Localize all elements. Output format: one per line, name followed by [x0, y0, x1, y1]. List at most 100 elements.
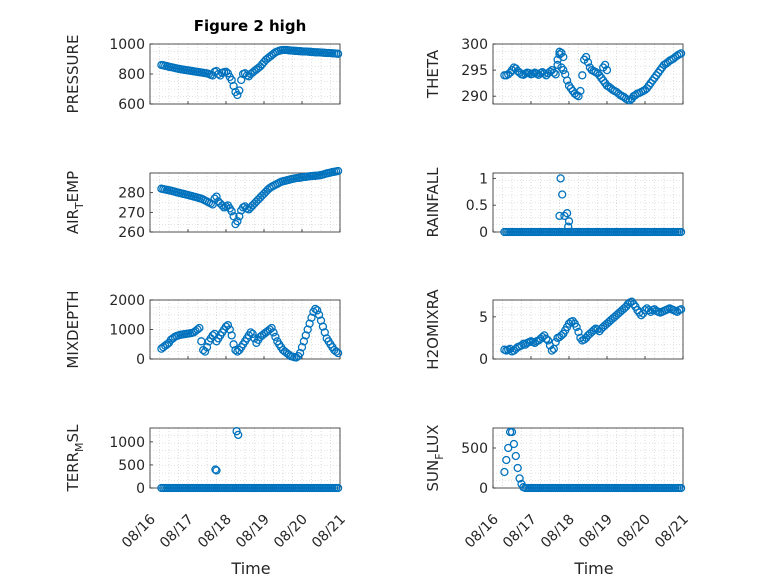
panel-rainfall: 0 0.5 1 RAINFALL	[424, 167, 686, 241]
data-point	[267, 323, 276, 333]
y-axis-label: PRESSURE	[64, 35, 82, 114]
data-point	[629, 300, 638, 309]
data-point	[248, 329, 257, 339]
y-tick-label: 0	[136, 352, 145, 368]
y-tick-label: 0	[479, 481, 488, 497]
data-point	[218, 201, 227, 210]
panel-h2omixra: 0 5 H2OMIXRA	[424, 289, 686, 370]
y-tick-label: 0	[479, 225, 488, 241]
data-point	[314, 310, 324, 319]
data-point	[500, 467, 509, 477]
x-tick-label: 08/16	[462, 511, 502, 551]
data-point	[551, 70, 560, 79]
x-tick-label: 08/20	[614, 512, 654, 552]
data-point	[644, 305, 653, 315]
y-axis-label: AIRTEMP	[64, 171, 86, 234]
data-point	[515, 474, 524, 483]
data-point	[557, 48, 566, 58]
data-point	[513, 463, 522, 473]
y-axis-label: RAINFALL	[424, 167, 442, 238]
data-point	[540, 69, 549, 78]
data-point	[562, 209, 572, 218]
y-tick-label: 600	[118, 97, 145, 113]
data-point	[559, 65, 568, 75]
axes-background	[493, 173, 683, 232]
data-point	[246, 328, 255, 337]
data-point	[574, 92, 583, 101]
data-point	[212, 466, 221, 475]
data-point	[555, 211, 564, 221]
data-point	[564, 222, 573, 231]
data-point	[509, 439, 519, 449]
data-point	[227, 331, 236, 340]
data-point	[250, 334, 259, 343]
data-point	[333, 483, 343, 493]
data-point	[502, 455, 511, 465]
data-point	[549, 68, 558, 77]
data-point	[542, 334, 551, 343]
y-axis-label: THETA	[424, 49, 442, 99]
data-point	[200, 347, 210, 356]
data-point	[333, 49, 343, 58]
data-point	[233, 217, 242, 226]
x-tick-label: 08/17	[157, 512, 197, 552]
y-tick-label: 2000	[109, 293, 145, 309]
data-point	[564, 217, 574, 226]
data-point	[271, 332, 280, 342]
data-point	[227, 207, 236, 216]
data-point	[543, 336, 553, 345]
data-point	[332, 347, 341, 356]
data-point	[676, 227, 686, 237]
data-point	[507, 427, 517, 437]
data-point	[313, 306, 322, 315]
y-tick-label: 290	[461, 89, 488, 105]
x-tick-label: 08/19	[233, 512, 273, 552]
data-point	[193, 325, 202, 334]
data-point	[568, 316, 577, 326]
data-point	[556, 174, 565, 183]
panel-air_temp: 260 270 280 AIRTEMP	[64, 166, 343, 241]
data-point	[562, 76, 572, 85]
axes-box	[492, 299, 684, 360]
data-point	[676, 305, 686, 314]
x-tick-label: 08/21	[652, 512, 692, 552]
data-point	[212, 192, 221, 201]
data-point	[576, 86, 585, 96]
data-point	[560, 211, 569, 221]
x-axis-label-left: Time	[230, 559, 270, 578]
x-tick-label: 08/17	[500, 512, 540, 552]
data-point	[676, 49, 686, 58]
data-point	[547, 346, 557, 355]
y-tick-label: 0	[136, 481, 145, 497]
panel-sun_flux: 0 500 SUNFLUX 08/1608/1708/1808/1908/2008/2…	[424, 425, 692, 552]
data-point	[233, 90, 242, 100]
data-point	[195, 323, 204, 333]
y-axis-label: H2OMIXRA	[424, 289, 442, 370]
data-point	[311, 304, 320, 314]
panel-theta: 290 295 300 THETA	[424, 37, 686, 105]
data-point	[504, 443, 513, 453]
data-point	[583, 58, 593, 67]
y-tick-label: 500	[118, 458, 145, 474]
y-tick-label: 260	[118, 225, 145, 241]
data-point	[221, 67, 231, 76]
y-tick-label: 500	[461, 441, 488, 457]
panel-pressure: 600 800 1000 PRESSURE	[64, 35, 343, 114]
data-point	[235, 86, 244, 95]
x-tick-label: 08/18	[538, 512, 578, 552]
y-tick-label: 0.5	[466, 198, 488, 214]
y-tick-label: 1000	[109, 323, 145, 339]
x-tick-label: 08/19	[576, 512, 616, 552]
data-point	[234, 430, 243, 440]
data-point	[589, 326, 598, 335]
y-tick-label: 1	[479, 171, 488, 187]
y-tick-label: 280	[118, 186, 145, 202]
x-tick-label: 08/16	[119, 511, 159, 551]
y-tick-label: 1000	[109, 37, 145, 53]
y-tick-label: 270	[118, 205, 145, 221]
data-point	[559, 52, 568, 62]
y-tick-label: 800	[118, 67, 145, 83]
panel-terr_msl: 0 500 1000 TERRMSL 08/1608/1708/1808/1908/20…	[64, 424, 349, 551]
data-point	[572, 322, 581, 332]
